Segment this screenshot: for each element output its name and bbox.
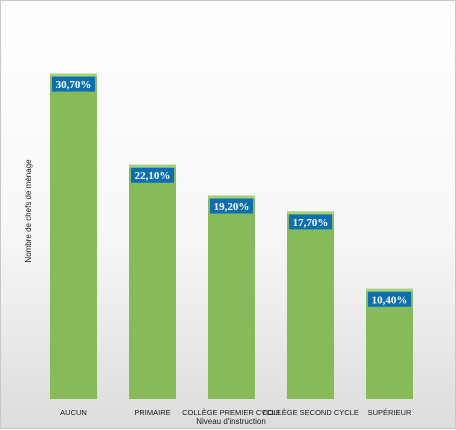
x-tick-label-1: AUCUN bbox=[60, 408, 87, 417]
data-label-box-1 bbox=[52, 76, 95, 92]
data-label-box-4 bbox=[289, 214, 332, 230]
x-tick-label-4: COLLÈGE SECOND CYCLE bbox=[262, 408, 359, 417]
data-label-3: 19,20% bbox=[214, 201, 250, 213]
bar-2 bbox=[129, 164, 176, 399]
data-label-4: 17,70% bbox=[293, 217, 329, 229]
bar-top-5 bbox=[366, 288, 413, 292]
x-tick-labels-layer: AUCUN PRIMAIRE COLLÈGE PREMIER CYCLECOLLÈG… bbox=[60, 408, 412, 417]
data-label-box-5 bbox=[368, 291, 411, 307]
data-labels-layer: 30,70% 22,10% 19,20% 17,70% 10,40% bbox=[52, 76, 411, 307]
y-axis-label: Nombre de chefs de ménage bbox=[24, 159, 33, 263]
x-tick-label-2: PRIMAIRE bbox=[134, 408, 170, 417]
data-label-box-2 bbox=[131, 167, 174, 183]
bar-3 bbox=[208, 195, 255, 399]
bar-top-4 bbox=[287, 211, 334, 215]
bar-top-2 bbox=[129, 164, 176, 168]
data-label-1: 30,70% bbox=[56, 79, 92, 91]
bar-1 bbox=[50, 73, 97, 399]
data-label-2: 22,10% bbox=[135, 170, 171, 182]
bar-5 bbox=[366, 288, 413, 399]
x-axis-label: Niveau d'instruction bbox=[196, 417, 266, 426]
bar-4 bbox=[287, 211, 334, 399]
bars-layer bbox=[50, 73, 413, 399]
data-label-5: 10,40% bbox=[372, 294, 408, 306]
x-tick-label-5: SUPÉRIEUR bbox=[368, 408, 412, 417]
data-label-box-3 bbox=[210, 198, 253, 214]
x-tick-label-3: COLLÈGE PREMIER CYCLE bbox=[182, 408, 281, 417]
bar-top-3 bbox=[208, 195, 255, 199]
bar-top-1 bbox=[50, 73, 97, 77]
